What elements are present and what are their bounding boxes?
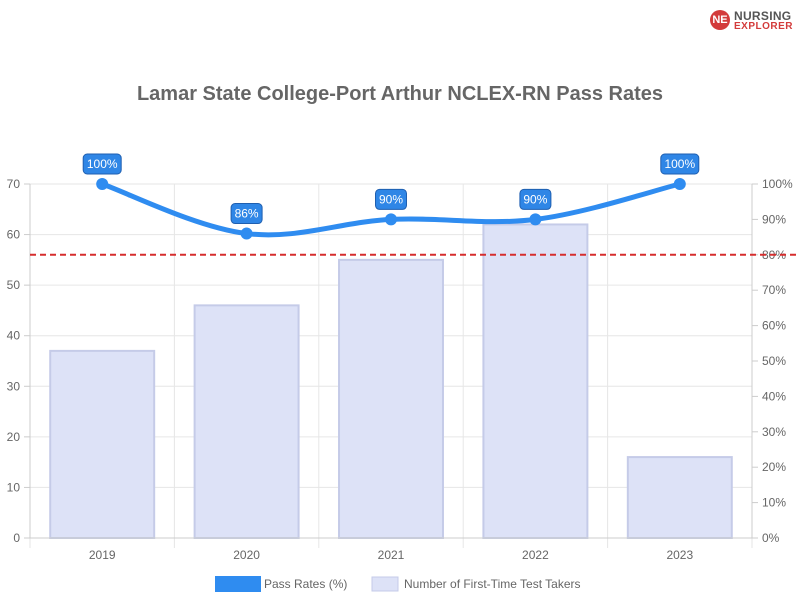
y-right-tick-label: 50% xyxy=(762,354,786,368)
legend-swatch-test-takers xyxy=(371,576,399,592)
bar-2020 xyxy=(193,304,300,539)
data-label: 90% xyxy=(379,192,403,206)
data-label-box xyxy=(375,188,407,210)
legend: Pass Rates (%) Number of First-Time Test … xyxy=(215,576,580,592)
bar-series xyxy=(49,223,733,540)
bar-2021 xyxy=(338,258,444,539)
line-series xyxy=(96,178,686,240)
data-labels: 100% 86% 90% 90% 100% xyxy=(82,153,700,225)
y-right-tick-label: 60% xyxy=(762,319,786,333)
y-right-tick-label: 40% xyxy=(762,389,786,403)
legend-label-test-takers: Number of First-Time Test Takers xyxy=(404,577,580,591)
y-right-tick-label: 10% xyxy=(762,496,786,510)
nursing-explorer-logo: NE NURSING EXPLORER xyxy=(710,9,796,35)
x-tick-label: 2021 xyxy=(378,548,405,562)
data-label: 100% xyxy=(87,157,118,171)
bar-2023 xyxy=(626,456,733,540)
bar-2019 xyxy=(49,349,156,539)
y-left-tick-label: 50 xyxy=(7,278,21,292)
y-right-tick-label: 20% xyxy=(762,460,786,474)
y-left-tick-label: 40 xyxy=(7,329,21,343)
y-right-tick-label: 100% xyxy=(762,177,793,191)
pass-rate-point-2019 xyxy=(96,178,109,190)
pass-rate-point-2022 xyxy=(529,213,542,226)
y-left-tick-label: 70 xyxy=(7,177,21,191)
data-label-box xyxy=(230,203,263,225)
y-right-tick-label: 70% xyxy=(762,283,786,297)
data-label-box xyxy=(660,153,700,175)
data-label: 100% xyxy=(664,157,695,171)
pass-rate-point-2023 xyxy=(673,178,686,190)
y-left-tick-label: 10 xyxy=(7,480,21,494)
data-label-box xyxy=(519,188,552,210)
chart-title: Lamar State College-Port Arthur NCLEX-RN… xyxy=(137,83,663,105)
y-right-tick-label: 90% xyxy=(762,212,786,226)
data-label: 86% xyxy=(235,207,259,221)
logo-text-explorer: EXPLORER xyxy=(734,21,794,32)
y-left-tick-label: 20 xyxy=(7,430,21,444)
pass-rate-point-2020 xyxy=(240,227,253,240)
y-left-tick-label: 0 xyxy=(13,531,20,545)
pass-rate-point-2021 xyxy=(385,213,397,226)
legend-label-pass-rates: Pass Rates (%) xyxy=(264,577,347,591)
y-right-tick-label: 0% xyxy=(762,531,780,545)
axes: 0102030405060700%10%20%30%40%50%60%70%80… xyxy=(7,177,793,562)
y-left-tick-label: 30 xyxy=(7,379,21,393)
y-left-tick-label: 60 xyxy=(7,228,21,242)
y-right-tick-label: 30% xyxy=(762,425,786,439)
x-tick-label: 2022 xyxy=(522,548,549,562)
data-label-box xyxy=(82,153,122,175)
logo-text-nursing: NURSING xyxy=(734,9,792,23)
bar-2022 xyxy=(482,223,589,539)
x-tick-label: 2023 xyxy=(666,548,693,562)
legend-swatch-pass-rates xyxy=(215,576,261,592)
data-label: 90% xyxy=(523,192,547,206)
logo-icon: NE xyxy=(710,10,730,30)
x-tick-label: 2019 xyxy=(89,548,116,562)
x-tick-label: 2020 xyxy=(233,548,260,562)
